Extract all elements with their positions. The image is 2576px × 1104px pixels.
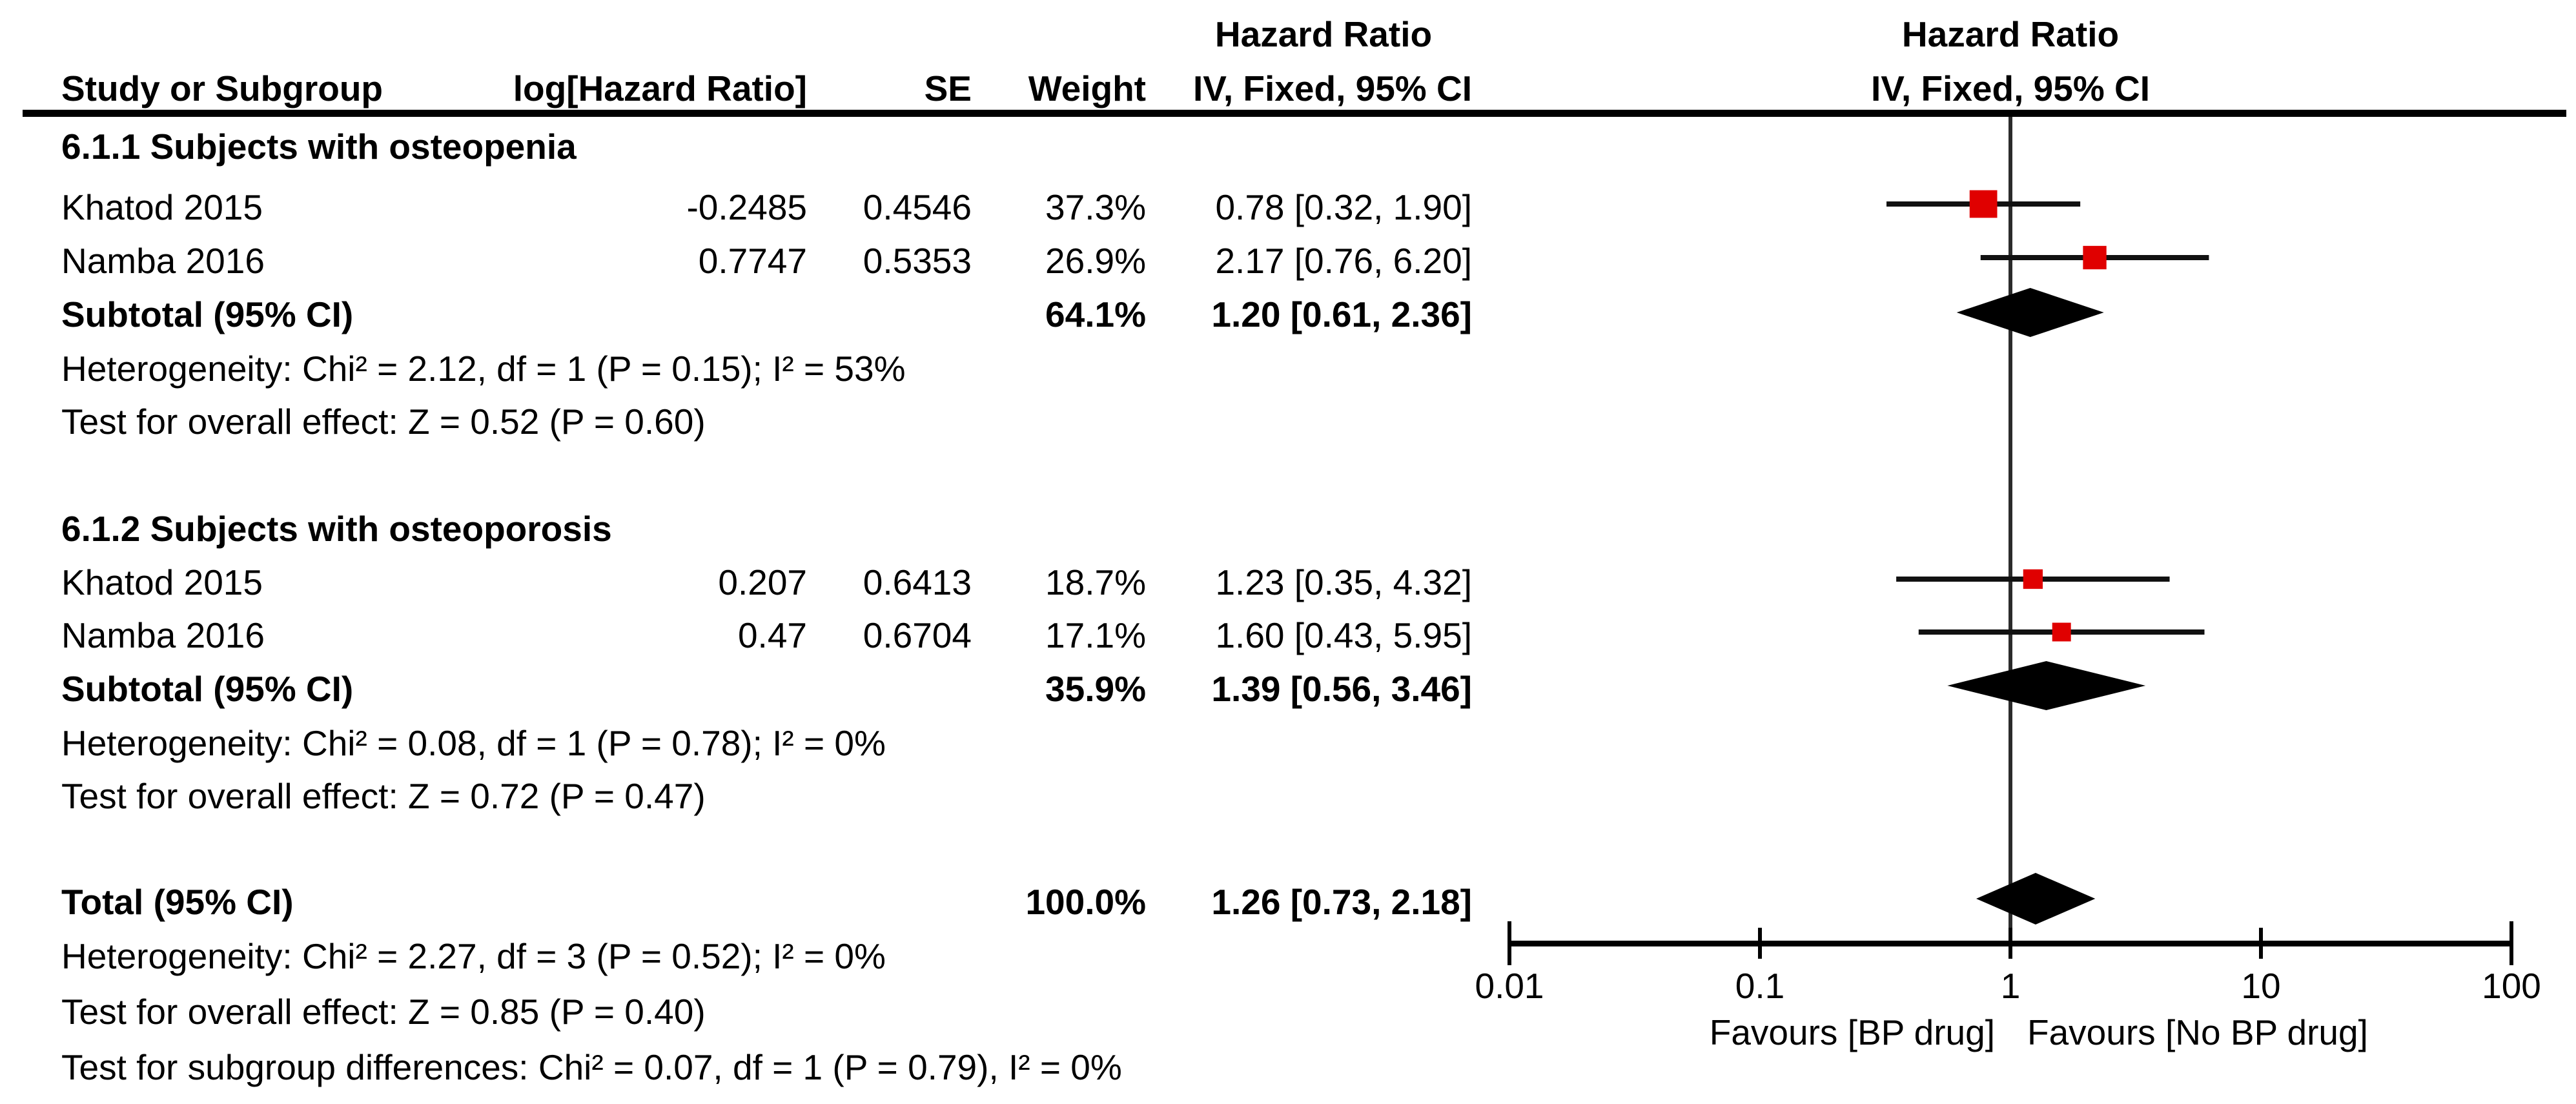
subtotal-ci: 1.20 [0.61, 2.36] — [1211, 294, 1472, 334]
header-divider-rule — [23, 110, 2566, 117]
axis-tick-label: 0.1 — [1735, 966, 1785, 1006]
axis-tick-label: 100 — [2482, 966, 2541, 1006]
plot-header-title: Hazard Ratio — [1901, 14, 2120, 54]
subtotal-label: Subtotal (95% CI) — [61, 294, 354, 334]
study-name: Namba 2016 — [61, 615, 265, 655]
axis-tick — [2259, 928, 2263, 959]
study-ci: 1.60 [0.43, 5.95] — [1215, 615, 1472, 655]
favours-left-label: Favours [BP drug] — [1709, 1012, 1995, 1052]
weight-square — [2083, 245, 2107, 270]
axis-tick-label: 1 — [2000, 966, 2021, 1006]
plot-header-method: IV, Fixed, 95% CI — [1870, 68, 2151, 108]
subtotal-weight: 64.1% — [1045, 294, 1146, 334]
total-weight: 100.0% — [1025, 882, 1146, 922]
study-weight: 26.9% — [1045, 241, 1146, 281]
study-se: 0.4546 — [863, 187, 972, 227]
heterogeneity-text: Heterogeneity: Chi² = 0.08, df = 1 (P = … — [61, 723, 886, 763]
axis-tick — [1758, 928, 1762, 959]
study-loghr: -0.2485 — [686, 187, 807, 227]
axis-tick — [1508, 921, 1511, 965]
study-weight: 18.7% — [1045, 562, 1146, 602]
effect-column-header-title: Hazard Ratio — [1214, 14, 1433, 54]
study-loghr: 0.47 — [737, 615, 807, 655]
col-header-study: Study or Subgroup — [61, 68, 383, 108]
col-header-weight: Weight — [1028, 68, 1146, 108]
subtotal-diamond — [1947, 661, 2146, 710]
heterogeneity-text: Heterogeneity: Chi² = 2.12, df = 1 (P = … — [61, 349, 906, 389]
weight-square — [2052, 622, 2071, 642]
subtotal-weight: 35.9% — [1045, 669, 1146, 709]
axis-tick — [2510, 921, 2513, 965]
study-name: Khatod 2015 — [61, 562, 263, 602]
study-weight: 17.1% — [1045, 615, 1146, 655]
axis-tick-label: 0.01 — [1475, 966, 1544, 1006]
favours-right-label: Favours [No BP drug] — [2027, 1012, 2368, 1052]
subgroup-differences-text: Test for subgroup differences: Chi² = 0.… — [61, 1047, 1122, 1087]
study-name: Khatod 2015 — [61, 187, 263, 227]
null-effect-line — [2009, 117, 2012, 943]
weight-square — [2023, 569, 2043, 589]
total-ci: 1.26 [0.73, 2.18] — [1211, 882, 1472, 922]
subgroup-2-title: 6.1.2 Subjects with osteoporosis — [61, 509, 612, 549]
study-weight: 37.3% — [1045, 187, 1146, 227]
total-overall-effect-text: Test for overall effect: Z = 0.85 (P = 0… — [61, 992, 706, 1032]
study-se: 0.5353 — [863, 241, 972, 281]
subgroup-1-title: 6.1.1 Subjects with osteopenia — [61, 127, 577, 167]
study-name: Namba 2016 — [61, 241, 265, 281]
subtotal-ci: 1.39 [0.56, 3.46] — [1211, 669, 1472, 709]
total-diamond — [1976, 873, 2096, 925]
study-loghr: 0.207 — [718, 562, 807, 602]
study-ci: 2.17 [0.76, 6.20] — [1215, 241, 1472, 281]
study-ci: 0.78 [0.32, 1.90] — [1215, 187, 1472, 227]
total-label: Total (95% CI) — [61, 882, 294, 922]
study-ci: 1.23 [0.35, 4.32] — [1215, 562, 1472, 602]
overall-effect-text: Test for overall effect: Z = 0.52 (P = 0… — [61, 402, 706, 442]
weight-square — [1969, 190, 1998, 218]
col-header-ci: IV, Fixed, 95% CI — [1192, 68, 1472, 108]
study-loghr: 0.7747 — [698, 241, 807, 281]
study-se: 0.6704 — [863, 615, 972, 655]
axis-tick-label: 10 — [2241, 966, 2281, 1006]
overall-effect-text: Test for overall effect: Z = 0.72 (P = 0… — [61, 776, 706, 816]
axis-tick — [2009, 928, 2012, 959]
col-header-loghr: log[Hazard Ratio] — [513, 68, 807, 108]
total-heterogeneity-text: Heterogeneity: Chi² = 2.27, df = 3 (P = … — [61, 936, 886, 976]
col-header-se: SE — [924, 68, 972, 108]
study-se: 0.6413 — [863, 562, 972, 602]
subtotal-label: Subtotal (95% CI) — [61, 669, 354, 709]
subtotal-diamond — [1956, 288, 2104, 337]
